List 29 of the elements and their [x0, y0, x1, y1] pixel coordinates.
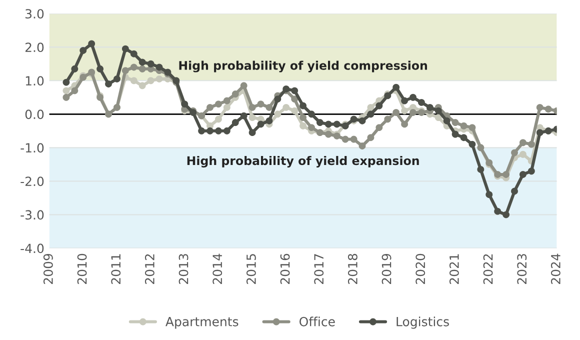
y-tick-label: -4.0 — [20, 244, 44, 254]
x-tick-label: 2009 — [43, 254, 53, 284]
x-tick-label: 2014 — [212, 254, 222, 284]
x-tick-label: 2024 — [550, 254, 560, 284]
x-tick-label: 2017 — [314, 254, 324, 284]
x-tick-label: 2019 — [382, 254, 392, 284]
x-tick-label: 2022 — [483, 254, 493, 284]
x-tick-label: 2018 — [348, 254, 358, 284]
x-tick-label: 2023 — [517, 254, 527, 284]
y-tick-label: 2.0 — [25, 42, 44, 52]
x-tick-label: 2011 — [111, 254, 121, 284]
x-tick-label: 2013 — [178, 254, 188, 284]
legend-label: Logistics — [396, 316, 449, 329]
y-tick-label: 0.0 — [25, 110, 44, 120]
y-tick-label: 1.0 — [26, 76, 44, 86]
y-tick-label: -1.0 — [20, 143, 44, 153]
legend-label: Office — [300, 316, 335, 326]
x-tick-label: 2020 — [416, 254, 426, 284]
y-tick-label: -3.0 — [20, 210, 44, 220]
legend-label: Apartments — [166, 317, 238, 329]
x-tick-label: 2021 — [449, 254, 459, 284]
y-tick-label: -2.0 — [20, 176, 44, 186]
band-label: High probability of yield expansion — [187, 156, 419, 168]
x-tick-label: 2010 — [77, 254, 87, 284]
x-tick-label: 2012 — [144, 254, 154, 284]
x-tick-label: 2016 — [280, 254, 290, 284]
band-label: High probability of yield compression — [179, 60, 428, 72]
x-tick-label: 2015 — [246, 254, 256, 284]
y-tick-label: 3.0 — [26, 9, 44, 19]
